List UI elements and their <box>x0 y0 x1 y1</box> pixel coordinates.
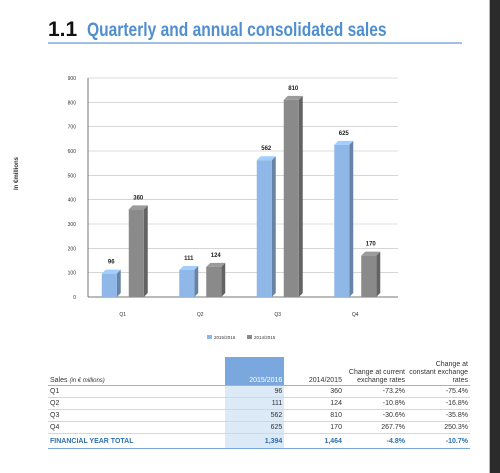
y-tick-label: 700 <box>68 125 77 131</box>
heading-rule <box>48 42 462 44</box>
table-cell: 625 <box>224 421 285 434</box>
table-row: Q4 625 170 267.7% 250.3% <box>48 421 470 434</box>
bar <box>334 144 350 297</box>
y-tick-label: 800 <box>68 100 77 106</box>
y-tick-label: 500 <box>68 173 77 179</box>
table-cell: Q4 <box>48 421 225 434</box>
page-edge <box>490 0 500 473</box>
data-label: 360 <box>133 195 144 201</box>
bar-side <box>271 156 276 297</box>
table-header-label: Sales (in € millions) <box>48 357 225 386</box>
bar-side <box>221 262 226 297</box>
table-total-row: FINANCIAL YEAR TOTAL 1,394 1,464 -4.8% -10.7… <box>48 433 470 449</box>
table-header-cell: Change at constant exchange rates <box>406 357 470 386</box>
bar <box>179 269 195 297</box>
bar-side <box>194 265 199 297</box>
bar-top <box>334 140 354 145</box>
table-header-cell: Change at current exchange rates <box>343 357 407 386</box>
table-total-cell: FINANCIAL YEAR TOTAL <box>48 433 225 449</box>
bar-top <box>179 265 199 270</box>
table-row: Q3 562 810 -30.6% -35.8% <box>48 409 470 422</box>
table-cell: Q2 <box>48 397 225 410</box>
bar <box>283 99 299 298</box>
section-number: 1.1 <box>48 18 78 41</box>
x-tick-label: Q1 <box>119 312 126 318</box>
section-heading: 1.1 Quarterly and annual consolidated sal… <box>48 18 453 42</box>
data-label: 810 <box>288 86 299 92</box>
legend-swatch <box>247 335 252 339</box>
x-tick-label: Q2 <box>197 312 204 318</box>
table-cell: Q1 <box>48 385 225 398</box>
data-label: 170 <box>366 242 377 248</box>
table-cell: 124 <box>284 397 344 410</box>
table-cell: -16.8% <box>406 397 470 410</box>
bar-side <box>116 269 121 297</box>
table-cell: -73.2% <box>343 385 407 398</box>
x-tick-label: Q4 <box>352 312 359 318</box>
bar-side <box>143 205 148 297</box>
bar-top <box>206 262 226 267</box>
table-total-cell: -10.7% <box>406 433 470 449</box>
data-label: 625 <box>339 131 350 137</box>
sales-table: Sales (in € millions) 2015/2016 2014/2015 C… <box>48 357 470 449</box>
table-cell: 96 <box>224 385 285 398</box>
y-tick-label: 100 <box>68 271 77 277</box>
y-tick-label: 900 <box>68 76 77 82</box>
y-tick-label: 600 <box>68 149 77 155</box>
table-cell: Q3 <box>48 409 225 422</box>
legend-label: 2014/2015 <box>254 335 276 340</box>
bar-top <box>256 156 276 161</box>
y-tick-label: 200 <box>68 246 77 252</box>
table-cell: 360 <box>284 385 344 398</box>
table-cell: 810 <box>284 409 344 422</box>
table-header-cell: 2014/2015 <box>284 357 344 386</box>
y-tick-label: 400 <box>68 198 77 204</box>
table-cell: -35.8% <box>406 409 470 422</box>
y-tick-label: 300 <box>68 222 77 228</box>
y-tick-label: 0 <box>73 295 76 301</box>
table-cell: -75.4% <box>406 385 470 398</box>
bar <box>361 255 377 297</box>
legend-label: 2015/2016 <box>214 335 236 340</box>
table-cell: 562 <box>224 409 285 422</box>
table-total-cell: -4.8% <box>343 433 407 449</box>
table-total-cell: 1,394 <box>224 433 285 449</box>
table-row: Q2 111 124 -10.8% -16.8% <box>48 397 470 410</box>
bar-top <box>361 251 381 256</box>
bar <box>206 266 222 297</box>
bar-top <box>128 205 148 210</box>
table-header-cell: 2015/2016 <box>224 357 285 386</box>
bar-side <box>349 140 354 297</box>
bar <box>128 209 144 297</box>
bar-side <box>376 251 381 297</box>
table-cell: 170 <box>284 421 344 434</box>
data-label: 96 <box>108 260 115 266</box>
data-label: 124 <box>211 253 222 259</box>
data-label: 562 <box>261 146 272 152</box>
bar-chart: 0 100 200 300 400 500 600 700 800 900 96 360 Q1 111 12… <box>68 76 398 340</box>
page-edge-line <box>489 0 490 473</box>
bar-top <box>283 95 303 100</box>
table-cell: -10.8% <box>343 397 407 410</box>
bar-top <box>101 269 121 274</box>
table-cell: -30.6% <box>343 409 407 422</box>
x-tick-label: Q3 <box>274 312 281 318</box>
table-unit: (in € millions) <box>69 378 105 384</box>
table-cell: 267.7% <box>343 421 407 434</box>
table-header-row: Sales (in € millions) 2015/2016 2014/2015 C… <box>48 357 470 386</box>
legend-swatch <box>207 335 212 339</box>
bar <box>256 160 272 297</box>
bar <box>101 273 117 297</box>
table-row: Q1 96 360 -73.2% -75.4% <box>48 385 470 398</box>
table-cell: 111 <box>224 397 285 410</box>
table-cell: 250.3% <box>406 421 470 434</box>
data-label: 111 <box>184 256 194 262</box>
table-total-cell: 1,464 <box>284 433 344 449</box>
bar-side <box>298 95 303 298</box>
section-title: Quarterly and annual consolidated sales <box>87 20 387 41</box>
